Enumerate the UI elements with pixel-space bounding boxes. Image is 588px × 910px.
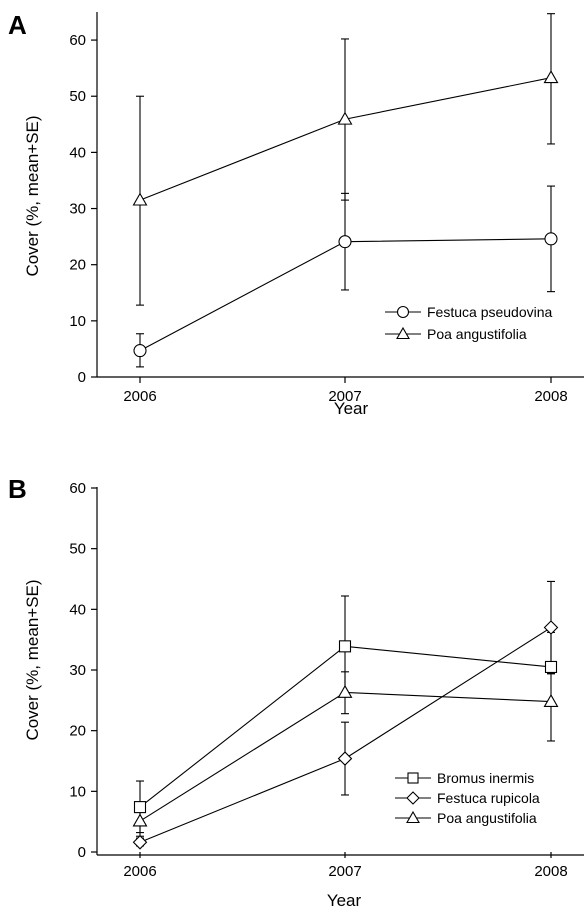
panel-a-chart: A 0 10 20 30 40 50 60 2006 2007 2008 Year Cover … bbox=[8, 10, 584, 418]
panel-a-x-ticks: 2006 2007 2008 bbox=[123, 377, 568, 405]
panel-a-x-axis-title: Year bbox=[334, 399, 369, 418]
panel-a-legend-label-festuca-pseudovina: Festuca pseudovina bbox=[427, 304, 553, 320]
panel-b-legend-label-festuca-rupicola: Festuca rupicola bbox=[437, 790, 540, 806]
panel-b-y-tick-label: 40 bbox=[69, 601, 86, 618]
panel-a-markers bbox=[132, 70, 559, 358]
panel-a-y-tick-label: 60 bbox=[69, 32, 86, 49]
panel-a-y-tick-label: 20 bbox=[69, 257, 86, 274]
panel-a-y-ticks: 0 10 20 30 40 50 60 bbox=[69, 32, 97, 386]
panel-a-legend-marker-festuca-pseudovina bbox=[396, 305, 410, 319]
panel-b-legend-label-poa-angustifolia: Poa angustifolia bbox=[437, 810, 537, 826]
panel-b-x-tick-label: 2008 bbox=[534, 863, 567, 880]
panel-b-marker-festuca-rupicola bbox=[337, 751, 353, 766]
panel-a-marker-festuca-pseudovina bbox=[133, 344, 147, 358]
panel-b-x-tick-label: 2007 bbox=[328, 863, 361, 880]
panel-b-y-tick-label: 30 bbox=[69, 662, 86, 679]
panel-a-y-tick-label: 30 bbox=[69, 201, 86, 218]
panel-a-marker-festuca-pseudovina bbox=[338, 235, 352, 249]
panel-b-marker-bromus-inermis bbox=[544, 660, 558, 674]
panel-a-marker-poa-angustifolia bbox=[543, 70, 559, 84]
panel-b-y-tick-label: 60 bbox=[69, 480, 86, 497]
panel-b-x-axis-title: Year bbox=[327, 891, 362, 910]
panel-a-y-tick-label: 10 bbox=[69, 313, 86, 330]
panel-b-y-tick-label: 0 bbox=[78, 844, 86, 861]
panel-b-legend: Bromus inermis Festuca rupicola Poa angust… bbox=[395, 770, 540, 826]
panel-b-letter: B bbox=[8, 474, 27, 504]
panel-b-legend-marker-festuca-rupicola bbox=[406, 791, 420, 805]
panel-b-x-ticks: 2006 2007 2008 bbox=[123, 852, 568, 880]
panel-b-marker-festuca-rupicola bbox=[543, 620, 559, 635]
panel-a-x-tick-label: 2007 bbox=[328, 388, 361, 405]
panel-a-marker-poa-angustifolia bbox=[132, 192, 148, 206]
panel-a-y-tick-label: 50 bbox=[69, 88, 86, 105]
panel-b-y-tick-label: 10 bbox=[69, 783, 86, 800]
panel-b-chart: B 0 10 20 30 40 50 60 2006 2007 2008 Year Cover … bbox=[8, 474, 584, 910]
panel-b-y-ticks: 0 10 20 30 40 50 60 bbox=[69, 480, 97, 861]
panel-b-marker-poa-angustifolia bbox=[337, 684, 353, 698]
panel-b-y-tick-label: 50 bbox=[69, 541, 86, 558]
panel-a-legend: Festuca pseudovina Poa angustifolia bbox=[385, 304, 553, 342]
panel-a-letter: A bbox=[8, 10, 27, 40]
panel-b-marker-bromus-inermis bbox=[338, 640, 352, 653]
panel-b-marker-poa-angustifolia bbox=[543, 693, 559, 707]
panel-a-x-tick-label: 2006 bbox=[123, 388, 156, 405]
panel-a-marker-poa-angustifolia bbox=[337, 111, 353, 125]
panel-a-x-tick-label: 2008 bbox=[534, 388, 567, 405]
panel-b-legend-marker-poa-angustifolia bbox=[406, 810, 420, 824]
panel-b-marker-poa-angustifolia bbox=[132, 813, 148, 827]
panel-a-axes bbox=[96, 12, 584, 378]
panel-b-y-axis-title: Cover (%, mean+SE) bbox=[23, 579, 42, 740]
panel-b-y-tick-label: 20 bbox=[69, 723, 86, 740]
panel-b-legend-label-bromus-inermis: Bromus inermis bbox=[437, 770, 534, 786]
panel-b-error-bar-poa-angustifolia bbox=[547, 673, 555, 742]
panel-a-legend-label-poa-angustifolia: Poa angustifolia bbox=[427, 326, 527, 342]
panel-b-markers bbox=[132, 620, 559, 850]
panel-a-legend-marker-poa-angustifolia bbox=[396, 326, 410, 340]
panel-b-marker-bromus-inermis bbox=[133, 801, 147, 814]
panel-b-x-tick-label: 2006 bbox=[123, 863, 156, 880]
panel-b-error-bars bbox=[136, 580, 555, 847]
panel-a-y-tick-label: 40 bbox=[69, 144, 86, 161]
panel-a-y-axis-title: Cover (%, mean+SE) bbox=[23, 115, 42, 276]
panel-b-legend-marker-bromus-inermis bbox=[407, 772, 419, 784]
panel-a-y-tick-label: 0 bbox=[78, 369, 86, 386]
panel-b-marker-festuca-rupicola bbox=[132, 835, 148, 850]
panel-a-marker-festuca-pseudovina bbox=[544, 232, 558, 246]
